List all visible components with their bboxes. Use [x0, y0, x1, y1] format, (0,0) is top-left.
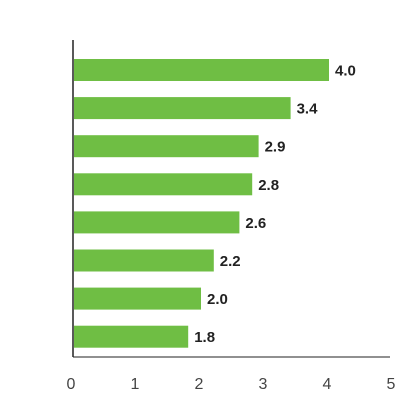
x-tick-label-5: 5	[387, 376, 396, 393]
bar-value-label-2: 3.4	[297, 101, 319, 118]
bar-value-label-5: 2.6	[245, 215, 266, 232]
bar-value-label-6: 2.2	[220, 253, 241, 270]
x-tick-label-3: 3	[259, 376, 268, 393]
bars-group	[74, 59, 329, 348]
bar-2	[74, 97, 291, 120]
bar-4	[74, 173, 253, 196]
bar-value-label-3: 2.9	[265, 139, 286, 156]
bar-labels-group: 4.0 3.4 2.9 2.8 2.6 2.2 2.0 1.8	[194, 63, 356, 347]
bar-3	[74, 135, 259, 158]
bar-value-label-1: 4.0	[335, 63, 356, 80]
x-tick-label-2: 2	[195, 376, 204, 393]
bar-5	[74, 211, 240, 234]
bar-value-label-7: 2.0	[207, 291, 228, 308]
x-tick-label-0: 0	[67, 376, 76, 393]
bar-value-label-4: 2.8	[258, 177, 279, 194]
bar-7	[74, 287, 201, 310]
bar-6	[74, 249, 214, 272]
x-tick-label-4: 4	[323, 376, 332, 393]
x-tick-labels-group: 0 1 2 3 4 5	[67, 376, 396, 393]
bar-8	[74, 325, 189, 348]
bar-1	[74, 59, 329, 81]
x-tick-label-1: 1	[131, 376, 140, 393]
bar-value-label-8: 1.8	[194, 329, 215, 346]
